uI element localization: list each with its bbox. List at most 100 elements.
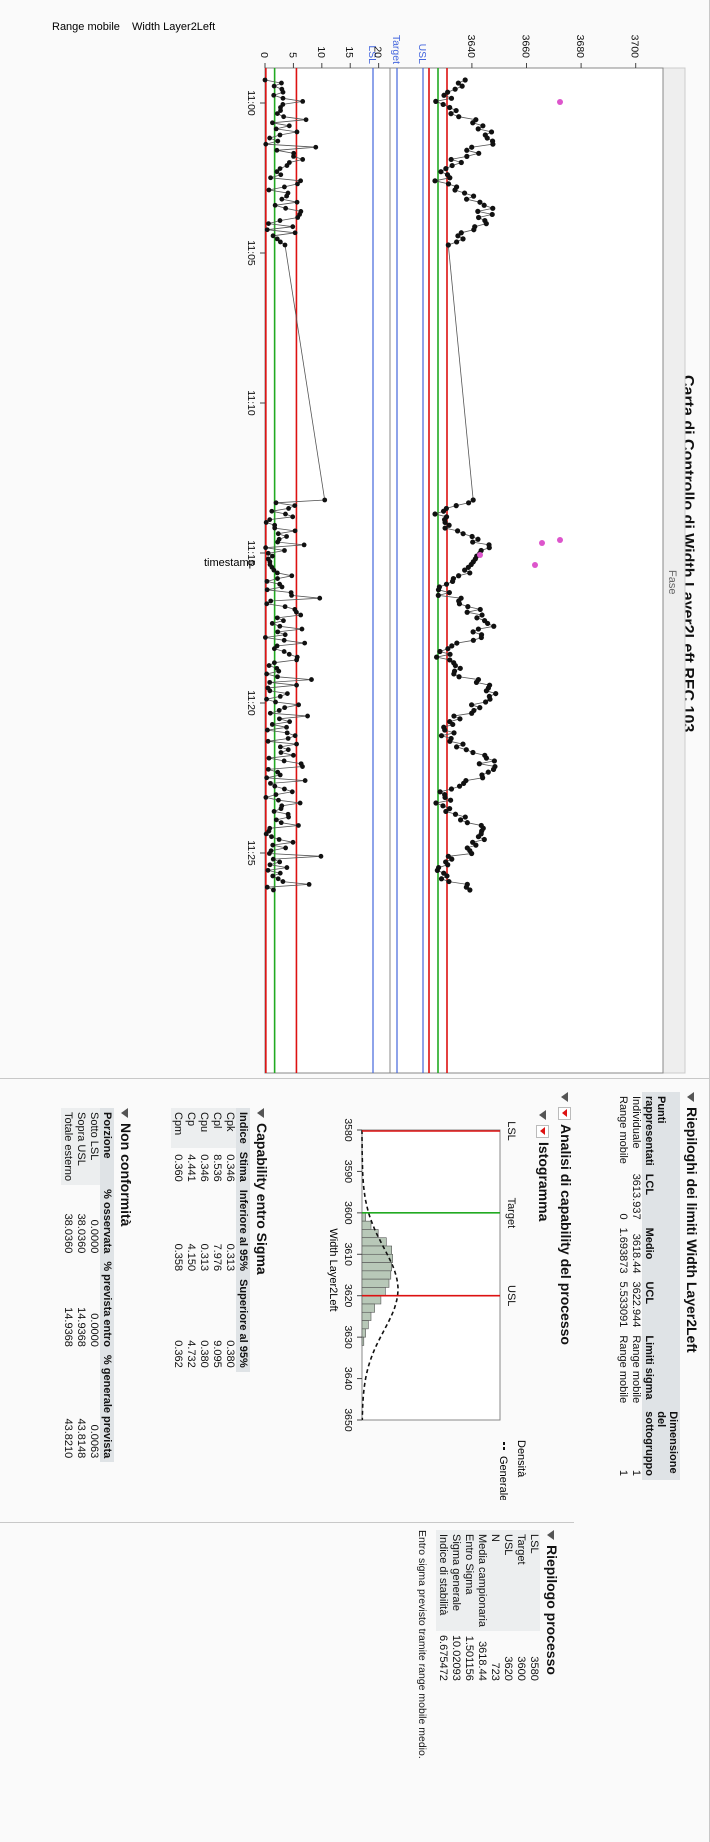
moving-range-point[interactable] (276, 668, 282, 674)
data-point[interactable] (457, 817, 464, 823)
moving-range-point[interactable] (303, 117, 309, 123)
moving-range-point[interactable] (284, 724, 289, 730)
moving-range-point[interactable] (275, 531, 281, 537)
limits-summary-header[interactable]: Riepiloghi dei limiti Width Layer2Left (684, 1092, 700, 1432)
process-summary-header[interactable]: Riepilogo processo (544, 1530, 560, 1830)
moving-range-point[interactable] (322, 497, 328, 503)
data-point[interactable] (483, 221, 489, 227)
data-point[interactable] (462, 77, 468, 83)
moving-range-point[interactable] (278, 750, 284, 755)
data-point[interactable] (432, 511, 438, 517)
data-point[interactable] (453, 503, 459, 509)
data-point[interactable] (442, 794, 448, 801)
data-point[interactable] (485, 769, 491, 775)
moving-range-point[interactable] (292, 733, 298, 739)
moving-range-point[interactable] (273, 699, 278, 705)
moving-range-point[interactable] (266, 851, 272, 856)
moving-range-point[interactable] (282, 705, 288, 711)
moving-range-point[interactable] (281, 114, 287, 120)
data-point[interactable] (440, 508, 447, 514)
data-point[interactable] (449, 578, 456, 584)
moving-range-point[interactable] (269, 834, 274, 840)
data-point[interactable] (471, 227, 477, 233)
moving-range-point[interactable] (298, 178, 304, 184)
moving-range-point[interactable] (318, 853, 324, 859)
moving-range-point[interactable] (265, 738, 271, 744)
moving-range-point[interactable] (292, 503, 298, 509)
moving-range-point[interactable] (268, 598, 274, 604)
data-point[interactable] (477, 705, 483, 711)
data-point[interactable] (463, 196, 470, 202)
moving-range-point[interactable] (271, 887, 276, 893)
data-point[interactable] (469, 850, 475, 857)
data-point[interactable] (446, 522, 452, 528)
moving-range-point[interactable] (266, 221, 271, 227)
collapse-triangle-icon[interactable] (539, 1110, 547, 1120)
moving-range-point[interactable] (264, 601, 270, 607)
moving-range-point[interactable] (277, 166, 283, 172)
data-point[interactable] (490, 141, 496, 147)
moving-range-point[interactable] (279, 196, 285, 202)
moving-range-point[interactable] (285, 736, 291, 741)
moving-range-point[interactable] (277, 744, 283, 750)
data-point[interactable] (475, 126, 481, 132)
moving-range-point[interactable] (275, 876, 281, 882)
moving-range-point[interactable] (263, 831, 269, 837)
moving-range-point[interactable] (290, 514, 296, 520)
moving-range-point[interactable] (298, 612, 304, 618)
moving-range-point[interactable] (267, 135, 273, 141)
moving-range-point[interactable] (264, 884, 270, 890)
moving-range-point[interactable] (300, 764, 305, 769)
histogram-bar[interactable] (361, 1320, 369, 1330)
data-point[interactable] (461, 190, 468, 196)
moving-range-point[interactable] (268, 175, 273, 181)
histogram-bar[interactable] (361, 1295, 382, 1305)
moving-range-point[interactable] (279, 80, 284, 86)
histogram-bar[interactable] (361, 1328, 366, 1338)
data-point[interactable] (447, 651, 453, 657)
moving-range-point[interactable] (295, 181, 300, 187)
moving-range-point[interactable] (278, 108, 283, 113)
data-point[interactable] (458, 230, 464, 236)
data-point[interactable] (464, 147, 470, 153)
moving-range-point[interactable] (277, 772, 283, 778)
moving-range-point[interactable] (284, 534, 289, 539)
histogram-bar[interactable] (361, 1262, 392, 1272)
data-point[interactable] (464, 820, 470, 826)
data-point[interactable] (448, 95, 455, 101)
data-point[interactable] (488, 129, 495, 135)
moving-range-point[interactable] (302, 778, 308, 783)
moving-range-point[interactable] (277, 870, 283, 876)
moving-range-point[interactable] (284, 163, 290, 168)
alarm-point[interactable] (532, 562, 538, 568)
moving-range-point[interactable] (267, 688, 273, 694)
data-point[interactable] (481, 836, 487, 843)
data-point[interactable] (469, 533, 475, 540)
moving-range-point[interactable] (270, 553, 275, 559)
data-point[interactable] (479, 612, 485, 618)
red-triangle-menu-icon[interactable] (536, 1125, 550, 1138)
moving-range-point[interactable] (281, 637, 287, 643)
data-point[interactable] (481, 202, 487, 208)
data-point[interactable] (470, 637, 476, 643)
moving-range-point[interactable] (270, 233, 276, 239)
moving-range-point[interactable] (266, 663, 272, 668)
moving-range-point[interactable] (263, 141, 269, 147)
moving-range-point[interactable] (292, 528, 298, 534)
data-point[interactable] (452, 187, 458, 193)
moving-range-point[interactable] (274, 147, 280, 153)
data-point[interactable] (440, 101, 446, 108)
data-point[interactable] (480, 775, 486, 781)
data-point[interactable] (433, 98, 439, 104)
moving-range-point[interactable] (271, 83, 277, 89)
data-point[interactable] (447, 175, 453, 181)
moving-range-point[interactable] (282, 242, 288, 248)
data-point[interactable] (470, 120, 476, 126)
data-point[interactable] (453, 107, 459, 114)
data-point[interactable] (477, 606, 483, 613)
moving-range-point[interactable] (277, 716, 282, 722)
data-point[interactable] (462, 567, 468, 573)
moving-range-point[interactable] (270, 873, 276, 879)
data-point[interactable] (445, 646, 451, 652)
histogram-bar[interactable] (361, 1336, 365, 1346)
